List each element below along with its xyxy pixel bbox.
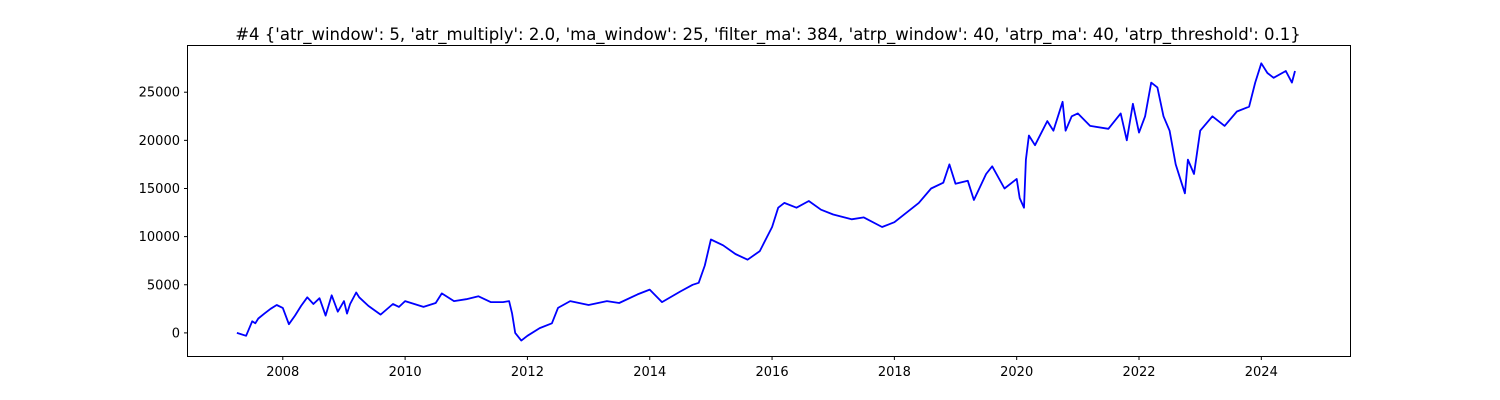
x-tick-label: 2010 bbox=[389, 365, 422, 380]
y-axis: 0 5000 10000 15000 20000 25000 bbox=[139, 86, 188, 341]
x-tick-label: 2008 bbox=[266, 365, 299, 380]
plot-area-frame bbox=[187, 45, 1351, 357]
chart-title: #4 {'atr_window': 5, 'atr_multiply': 2.0… bbox=[235, 25, 1301, 45]
x-tick-label: 2020 bbox=[1000, 365, 1033, 380]
y-tick-label: 20000 bbox=[139, 134, 180, 149]
x-tick-label: 2012 bbox=[511, 365, 544, 380]
series-layer bbox=[236, 62, 1296, 342]
x-tick-label: 2022 bbox=[1122, 365, 1155, 380]
x-tick-label: 2018 bbox=[878, 365, 911, 380]
y-tick-label: 15000 bbox=[139, 182, 180, 197]
x-axis: 2008 2010 2012 2014 2016 2018 2020 2022 2024 bbox=[266, 356, 1278, 380]
x-tick-label: 2014 bbox=[633, 365, 666, 380]
y-tick-label: 10000 bbox=[139, 230, 180, 245]
y-tick-label: 0 bbox=[172, 326, 180, 341]
y-tick-label: 5000 bbox=[147, 278, 180, 293]
x-tick-label: 2024 bbox=[1245, 365, 1278, 380]
x-tick-label: 2016 bbox=[756, 365, 789, 380]
y-tick-label: 25000 bbox=[139, 86, 180, 101]
series-line bbox=[236, 62, 1296, 342]
